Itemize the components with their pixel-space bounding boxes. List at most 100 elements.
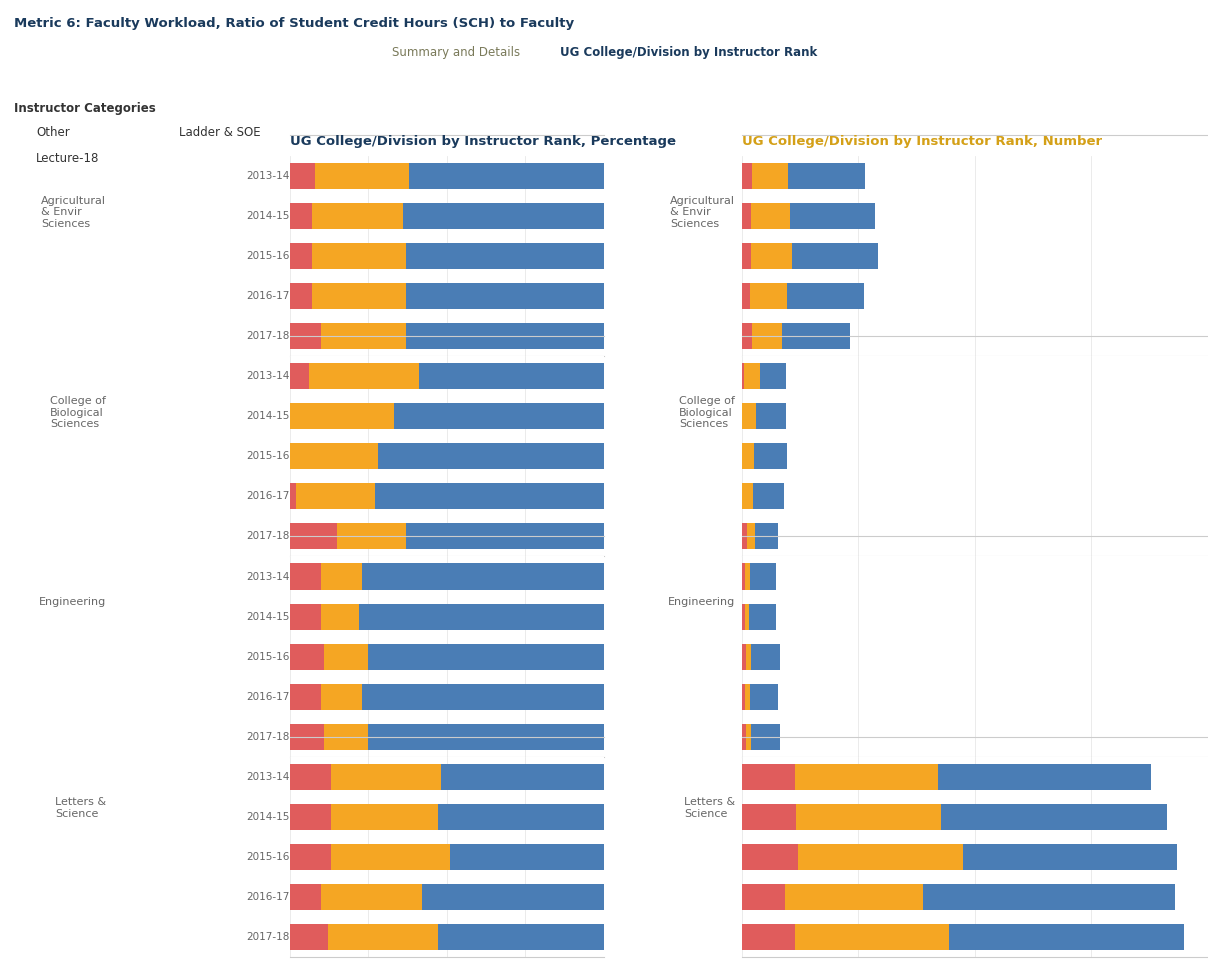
Bar bbox=[750, 283, 786, 309]
Bar bbox=[290, 885, 321, 911]
Text: 2013-14: 2013-14 bbox=[246, 572, 290, 581]
Bar bbox=[309, 363, 419, 389]
Bar bbox=[331, 804, 437, 830]
Bar bbox=[325, 724, 368, 750]
Text: Letters &
Science: Letters & Science bbox=[684, 797, 734, 818]
Text: 2016-17: 2016-17 bbox=[246, 692, 290, 702]
Text: Lecture-18: Lecture-18 bbox=[36, 153, 99, 165]
Bar bbox=[789, 162, 865, 189]
Text: 2015-16: 2015-16 bbox=[246, 651, 290, 662]
Bar bbox=[750, 564, 777, 590]
Text: College of
Biological
Sciences: College of Biological Sciences bbox=[51, 397, 106, 430]
Bar bbox=[406, 323, 604, 349]
Text: 2017-18: 2017-18 bbox=[246, 532, 290, 541]
Text: Agricultural
& Envir
Sciences: Agricultural & Envir Sciences bbox=[41, 195, 106, 228]
Bar bbox=[368, 724, 604, 750]
Bar bbox=[290, 202, 312, 228]
Bar bbox=[742, 283, 750, 309]
Text: Summary and Details: Summary and Details bbox=[391, 46, 521, 59]
Bar bbox=[785, 885, 923, 911]
Bar bbox=[756, 403, 785, 430]
Bar bbox=[362, 564, 604, 590]
Bar bbox=[290, 804, 331, 830]
Bar bbox=[419, 363, 604, 389]
Bar bbox=[782, 323, 850, 349]
Bar bbox=[410, 162, 604, 189]
Text: 2016-17: 2016-17 bbox=[246, 491, 290, 502]
Bar bbox=[422, 885, 604, 911]
Bar bbox=[290, 363, 309, 389]
Bar bbox=[742, 363, 744, 389]
Bar bbox=[406, 283, 604, 309]
Text: 2017-18: 2017-18 bbox=[246, 330, 290, 341]
Bar bbox=[745, 724, 751, 750]
Text: 2014-15: 2014-15 bbox=[246, 211, 290, 221]
Bar bbox=[786, 283, 864, 309]
Bar bbox=[750, 683, 778, 710]
Bar bbox=[923, 885, 1175, 911]
Bar bbox=[290, 162, 315, 189]
Bar bbox=[760, 363, 785, 389]
Text: 2015-16: 2015-16 bbox=[246, 451, 290, 462]
Text: 2014-15: 2014-15 bbox=[246, 611, 290, 622]
Text: UG College/Division by Instructor Rank, Percentage: UG College/Division by Instructor Rank, … bbox=[290, 135, 676, 148]
Bar bbox=[742, 643, 745, 670]
Bar bbox=[791, 243, 878, 269]
Bar bbox=[321, 885, 422, 911]
Bar bbox=[312, 202, 403, 228]
Text: 2017-18: 2017-18 bbox=[246, 932, 290, 943]
Bar bbox=[437, 924, 604, 951]
Bar bbox=[949, 924, 1184, 951]
Bar bbox=[451, 844, 604, 870]
Bar bbox=[321, 683, 362, 710]
Bar bbox=[321, 323, 406, 349]
Bar bbox=[790, 202, 875, 228]
Bar bbox=[742, 483, 753, 509]
Bar bbox=[290, 243, 312, 269]
Bar bbox=[796, 804, 941, 830]
Bar bbox=[290, 283, 312, 309]
Bar bbox=[749, 604, 776, 630]
Bar bbox=[795, 764, 939, 790]
Text: 2017-18: 2017-18 bbox=[246, 732, 290, 742]
Bar bbox=[362, 683, 604, 710]
Bar bbox=[290, 323, 321, 349]
Bar bbox=[290, 564, 321, 590]
Text: 2015-16: 2015-16 bbox=[246, 251, 290, 260]
Text: Instructor Categories: Instructor Categories bbox=[14, 102, 156, 115]
Bar bbox=[403, 202, 604, 228]
Bar bbox=[751, 162, 789, 189]
Bar bbox=[406, 243, 604, 269]
Bar bbox=[394, 403, 604, 430]
Bar bbox=[290, 643, 325, 670]
Bar bbox=[751, 643, 779, 670]
Bar bbox=[290, 683, 321, 710]
Bar bbox=[745, 643, 751, 670]
Text: College of
Biological
Sciences: College of Biological Sciences bbox=[679, 397, 734, 430]
Bar bbox=[939, 764, 1151, 790]
Bar bbox=[406, 523, 604, 549]
Bar bbox=[742, 844, 798, 870]
Bar bbox=[337, 523, 406, 549]
Bar bbox=[742, 564, 745, 590]
Text: Engineering: Engineering bbox=[668, 597, 734, 607]
Bar bbox=[795, 924, 949, 951]
Text: Other: Other bbox=[36, 126, 70, 139]
Bar bbox=[745, 683, 750, 710]
Bar bbox=[374, 483, 604, 509]
Bar bbox=[290, 844, 331, 870]
Bar bbox=[321, 604, 359, 630]
Bar bbox=[296, 483, 374, 509]
Bar bbox=[964, 844, 1177, 870]
Bar bbox=[753, 483, 784, 509]
Bar bbox=[742, 202, 751, 228]
Bar bbox=[437, 804, 604, 830]
Text: UG College/Division by Instructor Rank: UG College/Division by Instructor Rank bbox=[561, 46, 817, 59]
Bar bbox=[742, 683, 745, 710]
Bar bbox=[754, 443, 786, 469]
Bar bbox=[742, 764, 795, 790]
Bar bbox=[742, 403, 756, 430]
Bar bbox=[742, 604, 745, 630]
Bar bbox=[290, 483, 296, 509]
Bar bbox=[325, 643, 368, 670]
